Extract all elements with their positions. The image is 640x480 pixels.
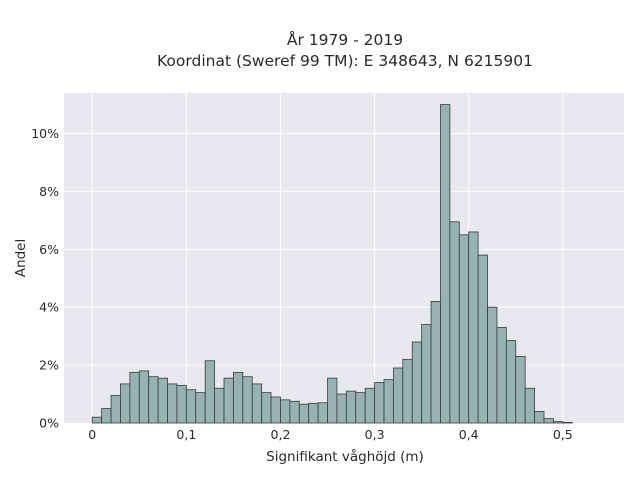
histogram-bar <box>110 395 121 424</box>
histogram-bar <box>195 392 206 424</box>
histogram-bar <box>374 382 385 424</box>
histogram-bar <box>440 104 451 424</box>
x-tick-labels: 0 0,1 0,2 0,3 0,4 0,5 <box>88 427 573 442</box>
histogram-bar <box>449 221 460 424</box>
histogram-bar <box>524 387 535 424</box>
histogram-bar <box>355 392 366 424</box>
x-tick-label: 0 <box>88 427 96 442</box>
y-axis-label: Andel <box>13 239 29 277</box>
histogram-bar <box>176 384 187 424</box>
histogram-bar <box>383 379 394 424</box>
histogram-bar <box>515 356 526 424</box>
histogram-bars <box>91 104 573 424</box>
histogram-bar <box>167 383 178 424</box>
histogram-bar <box>496 327 507 424</box>
histogram-bar <box>487 306 498 424</box>
x-tick-label: 0,1 <box>176 427 196 442</box>
y-tick-label: 0% <box>39 416 59 431</box>
histogram-bar <box>505 340 517 424</box>
histogram-bar <box>148 376 159 424</box>
grid-lines <box>64 93 624 423</box>
chart-subtitle: Koordinat (Sweref 99 TM): E 348643, N 62… <box>157 52 533 70</box>
histogram-bar <box>120 383 131 424</box>
histogram-bar <box>477 254 488 424</box>
y-tick-label: 6% <box>39 242 59 257</box>
histogram-bar <box>393 367 404 424</box>
histogram-bar <box>204 360 215 424</box>
y-tick-label: 8% <box>39 184 59 199</box>
histogram-bar <box>157 377 168 424</box>
histogram-bar <box>138 370 150 424</box>
x-tick-label: 0,3 <box>365 427 385 442</box>
y-tick-label: 4% <box>39 300 59 315</box>
chart-title: År 1979 - 2019 <box>287 30 403 49</box>
histogram-bar <box>421 324 432 424</box>
histogram-bar <box>468 231 479 424</box>
histogram-bar <box>458 234 470 424</box>
histogram-bar <box>251 383 263 424</box>
histogram-bar <box>129 371 140 424</box>
histogram-bar <box>543 418 554 424</box>
histogram-bar <box>223 377 234 424</box>
histogram-bar <box>336 393 347 424</box>
plot-area <box>64 93 624 423</box>
histogram-bar <box>402 358 413 424</box>
histogram-bar <box>261 392 272 424</box>
histogram-bar <box>411 341 423 424</box>
histogram-bar <box>242 376 253 424</box>
histogram-bar <box>553 421 564 424</box>
x-axis-label: Signifikant våghöjd (m) <box>266 448 424 465</box>
y-tick-label: 10% <box>31 126 59 141</box>
y-tick-label: 2% <box>39 358 59 373</box>
histogram-bar <box>289 400 300 424</box>
histogram-bar <box>214 387 225 424</box>
histogram-bar <box>101 408 112 424</box>
histogram-bar <box>317 402 328 424</box>
x-tick-label: 0,5 <box>553 427 573 442</box>
histogram-bar <box>430 301 441 424</box>
histogram-bar <box>233 371 244 424</box>
histogram-bar <box>91 416 103 424</box>
histogram-bar <box>298 403 310 424</box>
histogram-bar <box>308 402 319 424</box>
x-tick-label: 0,4 <box>459 427 479 442</box>
histogram-bar <box>270 396 281 424</box>
histogram-bar <box>280 399 291 424</box>
histogram-bar <box>185 389 197 424</box>
histogram-bar <box>562 422 573 424</box>
histogram-bar <box>345 390 357 424</box>
histogram-bar <box>534 411 545 424</box>
histogram-bar <box>327 377 338 424</box>
histogram-bar <box>364 387 375 424</box>
x-tick-label: 0,2 <box>271 427 291 442</box>
y-tick-labels: 0% 2% 4% 6% 8% 10% <box>31 126 59 430</box>
